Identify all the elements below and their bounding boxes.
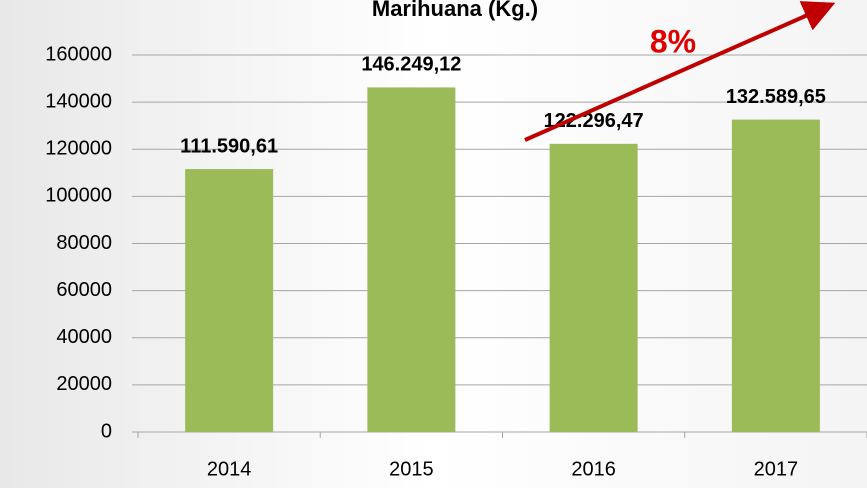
y-tick-label: 40000	[56, 326, 112, 348]
y-tick-label: 140000	[45, 90, 112, 112]
y-tick-label: 80000	[56, 232, 112, 254]
value-label: 122.296,47	[544, 110, 644, 132]
bar	[185, 169, 274, 432]
annotation: 8%	[650, 23, 696, 59]
x-tick-label: 2014	[207, 458, 252, 480]
value-label: 111.590,61	[180, 135, 278, 157]
y-tick-label: 0	[101, 420, 112, 442]
y-tick-label: 100000	[45, 185, 112, 207]
value-label: 132.589,65	[726, 86, 826, 108]
y-tick-label: 60000	[56, 279, 112, 301]
bar	[549, 143, 638, 433]
x-tick-label: 2015	[389, 458, 434, 480]
x-tick-label: 2017	[754, 458, 799, 480]
y-tick-label: 120000	[45, 138, 112, 160]
chart-title: Marihuana (Kg.)	[372, 0, 538, 21]
bar	[367, 87, 456, 432]
y-tick-label: 20000	[56, 373, 112, 395]
bar	[731, 119, 820, 433]
value-label: 146.249,12	[361, 54, 461, 76]
x-tick-label: 2016	[571, 458, 616, 480]
trend-arrow	[524, 1, 836, 142]
y-tick-label: 160000	[45, 43, 112, 65]
